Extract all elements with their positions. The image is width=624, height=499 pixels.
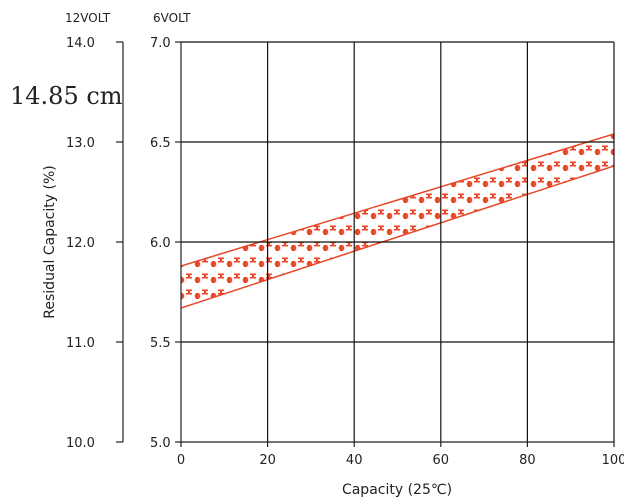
band-upper-edge (181, 133, 614, 267)
tick-label-12v-11.0: 11.0 (66, 336, 95, 351)
tick-label-12v-12.0: 12.0 (66, 236, 95, 251)
header-12volt: 12VOLT (65, 11, 111, 25)
tick-label-6v-5.0: 5.0 (150, 436, 171, 451)
band-lower-edge (181, 165, 614, 309)
x-axis-title: Capacity (25℃) (342, 482, 452, 498)
tick-label-x-80: 80 (519, 453, 536, 468)
tick-label-x-40: 40 (346, 453, 363, 468)
tick-label-12v-14.0: 14.0 (66, 36, 95, 51)
tick-label-x-20: 20 (259, 453, 276, 468)
tick-label-12v-10.0: 10.0 (66, 436, 95, 451)
tick-label-12v-13.0: 13.0 (66, 136, 95, 151)
y-axis-title: Residual Capacity (%) (42, 165, 58, 318)
tick-label-6v-6.5: 6.5 (150, 136, 171, 151)
tick-label-6v-6.0: 6.0 (150, 236, 171, 251)
tick-label-6v-5.5: 5.5 (150, 336, 171, 351)
tick-label-6v-7.0: 7.0 (150, 36, 171, 51)
band-fill (181, 134, 614, 308)
tick-label-x-100: 100 (602, 453, 624, 468)
tick-label-x-60: 60 (433, 453, 450, 468)
size-annotation: 14.85 cm (10, 82, 123, 110)
band-group (181, 133, 614, 309)
tick-label-x-0: 0 (177, 453, 185, 468)
grid-lines (181, 41, 615, 442)
header-6volt: 6VOLT (153, 11, 191, 25)
tick-labels: 5.0 5.5 6.0 6.5 7.0 10.0 11.0 12.0 13.0 14.0 0 20 40… (66, 36, 624, 468)
